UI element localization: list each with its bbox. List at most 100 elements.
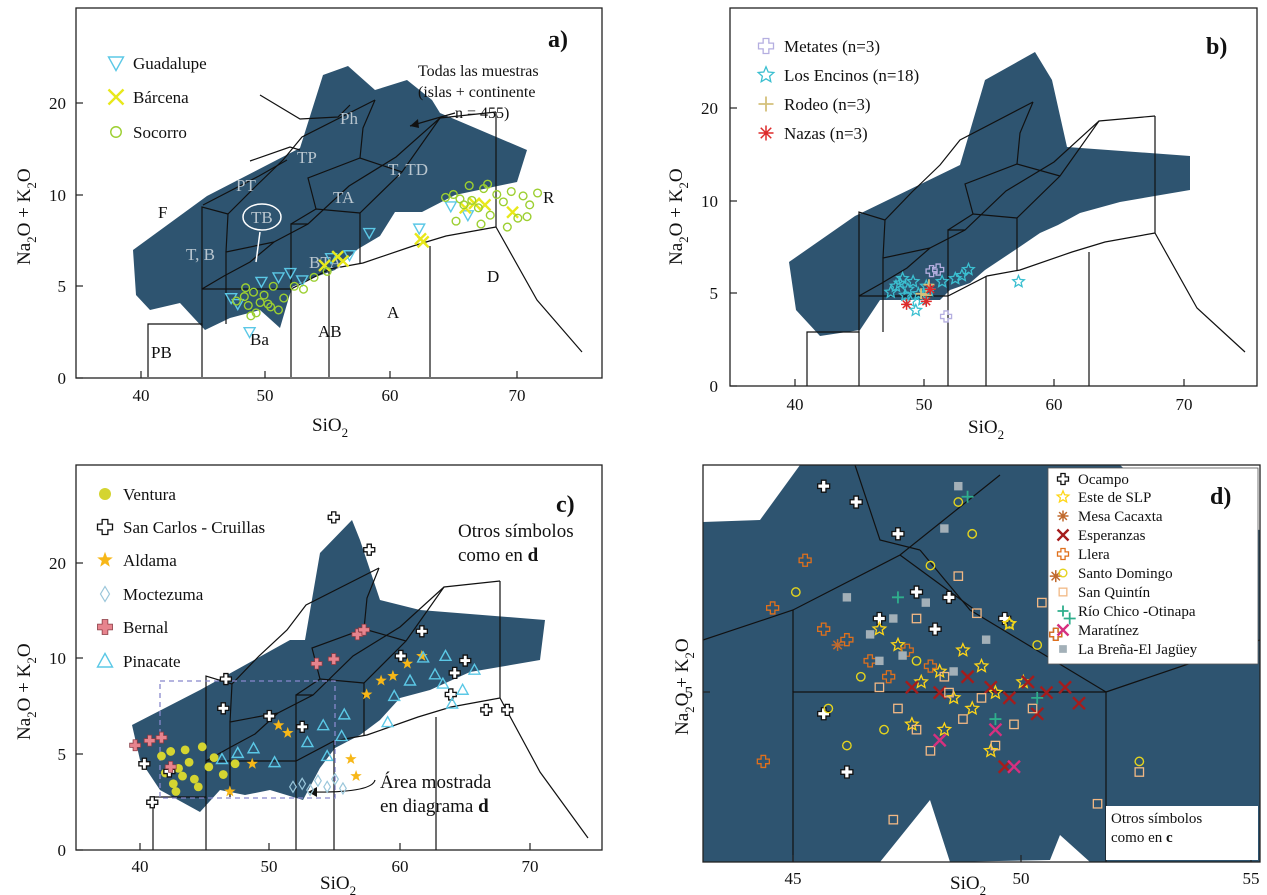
legend-marker-moctezuma bbox=[99, 585, 111, 603]
x-ticks-b: 40 50 60 70 bbox=[787, 379, 1193, 414]
data-point-pinacate bbox=[215, 752, 229, 765]
data-point-santo-domingo bbox=[925, 560, 936, 571]
data-point-pinacate bbox=[246, 741, 261, 754]
x-tick-label: 50 bbox=[261, 857, 278, 876]
data-point-san-quint-n bbox=[1134, 767, 1145, 777]
panel-label-a: a) bbox=[548, 27, 568, 53]
data-point-socorro bbox=[459, 200, 469, 210]
legend-marker-la-bre-a-el-jag-ey bbox=[1059, 645, 1067, 653]
y-axis-label: Na2O + K2O bbox=[14, 643, 39, 740]
data-point-san-carlos-cruillas bbox=[448, 666, 461, 680]
data-point-san-carlos-cruillas bbox=[327, 511, 340, 524]
data-point-san-quint-n bbox=[1036, 597, 1047, 608]
legend-marker-este-de-slp bbox=[1055, 489, 1071, 504]
data-point-guadalupe bbox=[362, 227, 376, 240]
y-tick-label: 10 bbox=[49, 186, 66, 205]
legend-label: Guadalupe bbox=[133, 54, 207, 73]
x-tick-label: 70 bbox=[522, 857, 539, 876]
legend-label: Bernal bbox=[123, 618, 169, 637]
data-point-llera bbox=[882, 670, 896, 684]
data-point-pinacate bbox=[300, 735, 315, 748]
data-point-los-encinos-n-18 bbox=[892, 275, 908, 290]
legend-marker-esperanzas bbox=[1056, 528, 1070, 542]
data-point-san-quint-n bbox=[893, 703, 903, 714]
data-point-moctezuma bbox=[331, 772, 340, 786]
plot-frame-b bbox=[729, 7, 1258, 387]
y-tick-label: 0 bbox=[710, 377, 719, 396]
data-point-nazas-n-3 bbox=[901, 298, 913, 310]
data-point-socorro bbox=[522, 212, 532, 222]
data-point-metates-n-3 bbox=[939, 310, 953, 323]
data-point-este-de-slp bbox=[982, 742, 999, 758]
panel-label-c: c) bbox=[556, 492, 575, 518]
y-ticks-d: 5 bbox=[685, 683, 710, 702]
data-point-san-carlos-cruillas bbox=[363, 543, 376, 556]
data-point-aldama bbox=[282, 726, 294, 738]
data-point-socorro bbox=[533, 188, 543, 198]
data-marks-d bbox=[756, 479, 1145, 825]
data-point-socorro bbox=[239, 292, 249, 302]
legend-label: Aldama bbox=[123, 551, 177, 570]
data-point-la-bre-a-el-jag-ey bbox=[875, 656, 884, 666]
data-point-guadalupe bbox=[254, 276, 269, 289]
legend-marker-bernal bbox=[97, 619, 113, 635]
data-point-socorro bbox=[502, 222, 512, 232]
data-point-pinacate bbox=[467, 662, 482, 675]
data-point-mesa-cacaxta bbox=[1049, 570, 1062, 583]
legend-marker-r-o-chico-otinapa bbox=[1057, 605, 1069, 617]
x-tick-label: 60 bbox=[1046, 395, 1063, 414]
annotation-arrowhead bbox=[410, 119, 419, 128]
y-tick-label: 0 bbox=[58, 841, 67, 860]
data-point-santo-domingo bbox=[879, 724, 889, 735]
legend-box-d bbox=[1047, 467, 1259, 665]
data-point-pinacate bbox=[428, 667, 442, 680]
data-point-santo-domingo bbox=[911, 655, 922, 666]
data-point-san-quint-n bbox=[911, 724, 922, 735]
tb-highlight bbox=[242, 203, 282, 231]
data-point-la-bre-a-el-jag-ey bbox=[940, 524, 949, 533]
data-point-socorro bbox=[506, 186, 516, 197]
data-point-san-carlos-cruillas bbox=[415, 625, 428, 638]
legend-marker-guadalupe bbox=[107, 56, 125, 72]
data-point-moctezuma bbox=[313, 774, 322, 788]
y-tick-label: 0 bbox=[58, 369, 67, 388]
tas-grid-b bbox=[806, 101, 1246, 386]
data-point-pinacate bbox=[436, 676, 450, 689]
field-label: PT bbox=[236, 176, 256, 195]
data-point-nazas-n-3 bbox=[920, 295, 932, 307]
y-tick-label: 5 bbox=[58, 745, 67, 764]
data-point-santo-domingo bbox=[790, 587, 801, 597]
data-point-santo-domingo bbox=[823, 703, 834, 714]
y-ticks-b: 0 5 10 20 bbox=[701, 99, 737, 396]
data-point-socorro bbox=[241, 283, 251, 293]
annotation-line: Otros símbolos bbox=[458, 521, 574, 542]
data-point-socorro bbox=[451, 216, 461, 226]
x-tick-label: 60 bbox=[392, 857, 409, 876]
data-point-b-rcena bbox=[416, 235, 430, 249]
data-point-este-de-slp bbox=[890, 636, 906, 652]
legend-d: Ocampo Este de SLP Mesa Cacaxta Esperanz… bbox=[1078, 472, 1198, 658]
data-point-pinacate bbox=[337, 707, 351, 720]
data-point-mesa-cacaxta bbox=[831, 638, 844, 651]
y-tick-label: 20 bbox=[49, 554, 66, 573]
field-envelope-c bbox=[132, 520, 545, 812]
data-point-socorro bbox=[246, 311, 256, 321]
legend-label: San Carlos - Cruillas bbox=[123, 518, 265, 537]
data-point-aldama bbox=[246, 757, 258, 769]
x-tick-label: 55 bbox=[1243, 869, 1260, 888]
data-point-san-quint-n bbox=[939, 671, 950, 682]
legend-label: Pinacate bbox=[123, 652, 181, 671]
data-point-metates-n-3 bbox=[925, 264, 938, 278]
data-point-bernal bbox=[129, 739, 142, 752]
data-point-san-carlos-cruillas bbox=[219, 672, 233, 686]
data-point-esperanzas bbox=[1072, 696, 1086, 711]
legend-label: Maratínez bbox=[1078, 623, 1139, 639]
legend-label: Esperanzas bbox=[1078, 528, 1146, 544]
data-point-llera bbox=[756, 754, 770, 769]
legend-label: Nazas (n=3) bbox=[784, 124, 868, 143]
field-label: Ba bbox=[250, 330, 269, 349]
data-point-este-de-slp bbox=[913, 673, 929, 689]
data-point-b-rcena bbox=[458, 201, 472, 215]
data-point-socorro bbox=[518, 191, 528, 201]
data-point-la-bre-a-el-jag-ey bbox=[921, 598, 930, 607]
